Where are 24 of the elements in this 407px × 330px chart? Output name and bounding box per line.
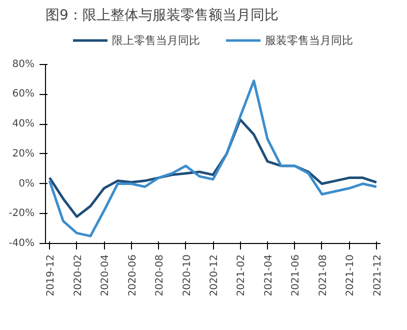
x-tick-label: 2020-06 (127, 254, 138, 296)
y-tick-label: 20% (12, 148, 35, 160)
y-tick-label: 80% (12, 58, 35, 70)
y-tick-label: -40% (8, 238, 35, 249)
x-tick-label: 2020-02 (72, 254, 84, 296)
chart-title: 图9：限上整体与服装零售额当月同比 (46, 8, 278, 24)
x-tick-label: 2021-10 (345, 254, 356, 296)
y-tick-label: 60% (12, 88, 35, 100)
x-tick-label: 2020-08 (154, 254, 166, 296)
x-tick-label: 2020-10 (182, 254, 193, 296)
y-tick-label: -20% (8, 208, 35, 220)
x-tick-label: 2021-04 (263, 254, 274, 296)
x-tick-label: 2019-12 (46, 254, 57, 296)
legend-label: 限上零售当月同比 (112, 32, 200, 48)
x-tick-label: 2021-08 (318, 254, 329, 296)
x-tick-label: 2021-12 (372, 254, 384, 296)
y-tick-label: 0% (18, 178, 35, 190)
x-tick-label: 2020-12 (209, 254, 220, 296)
x-tick-label: 2021-06 (290, 254, 302, 296)
line-series (48, 80, 378, 238)
x-tick-label: 2021-02 (236, 254, 248, 296)
x-tick-label: 2020-04 (100, 254, 112, 296)
legend-label: 服装零售当月同比 (265, 32, 353, 48)
y-tick-label: 40% (12, 118, 35, 130)
